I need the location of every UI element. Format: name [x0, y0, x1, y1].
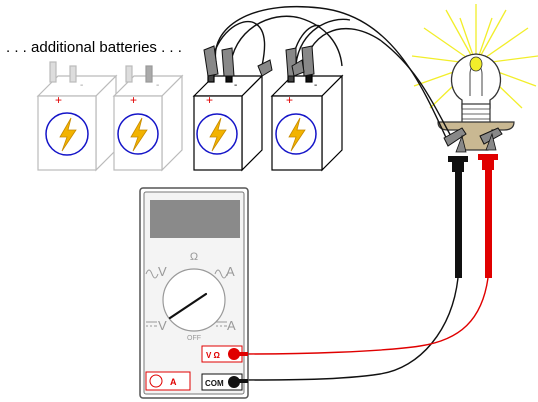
battery-1: + -	[36, 61, 118, 172]
positive-terminal-label: +	[206, 93, 213, 107]
lightning-icon	[59, 117, 77, 152]
negative-terminal-label: -	[80, 80, 83, 91]
jack-volts-ohms-label: V Ω	[206, 351, 221, 360]
jack-com	[228, 376, 240, 388]
battery-2: + -	[112, 65, 184, 172]
jack-volts-ohms	[228, 348, 240, 360]
positive-terminal-label: +	[55, 93, 62, 107]
black-test-probe	[448, 134, 468, 278]
ohms-label: Ω	[190, 251, 198, 263]
additional-batteries-caption: . . . additional batteries . . .	[6, 39, 182, 56]
negative-terminal-label: -	[234, 80, 237, 91]
negative-terminal-label: -	[156, 80, 159, 91]
positive-terminal-label: +	[130, 93, 137, 107]
battery-3: + -	[192, 65, 264, 172]
filament-glow	[469, 56, 483, 72]
dc-symbol-icon	[146, 321, 157, 327]
battery-wires	[210, 6, 453, 143]
red-lead-wire	[245, 277, 489, 355]
dc-volts-label: V	[158, 318, 167, 333]
ac-volts-label: V	[158, 264, 167, 279]
light-bulb	[450, 53, 502, 125]
positive-terminal-label: +	[286, 93, 293, 107]
red-test-probe	[478, 132, 498, 278]
ac-symbol-icon	[145, 269, 159, 279]
meter-display	[150, 200, 240, 238]
off-label: OFF	[187, 335, 201, 342]
alligator-clips	[203, 45, 315, 77]
lightning-icon	[209, 117, 227, 152]
dc-amps-label: A	[227, 318, 236, 333]
negative-terminal-label: -	[314, 80, 317, 91]
jack-amps-label: A	[170, 377, 177, 387]
selector-dial	[162, 268, 226, 332]
black-lead-wire	[241, 277, 459, 381]
jack-amps	[149, 374, 163, 388]
ac-symbol-icon	[214, 269, 228, 279]
battery-4: + -	[270, 65, 344, 172]
jack-com-label: COM	[205, 379, 224, 388]
lightning-icon	[130, 117, 148, 152]
multimeter: Ω V A V A OFF V Ω COM A	[139, 187, 249, 399]
lightning-icon	[288, 117, 306, 152]
selector-pointer	[168, 292, 208, 320]
dc-symbol-icon	[216, 321, 227, 327]
ac-amps-label: A	[226, 264, 235, 279]
